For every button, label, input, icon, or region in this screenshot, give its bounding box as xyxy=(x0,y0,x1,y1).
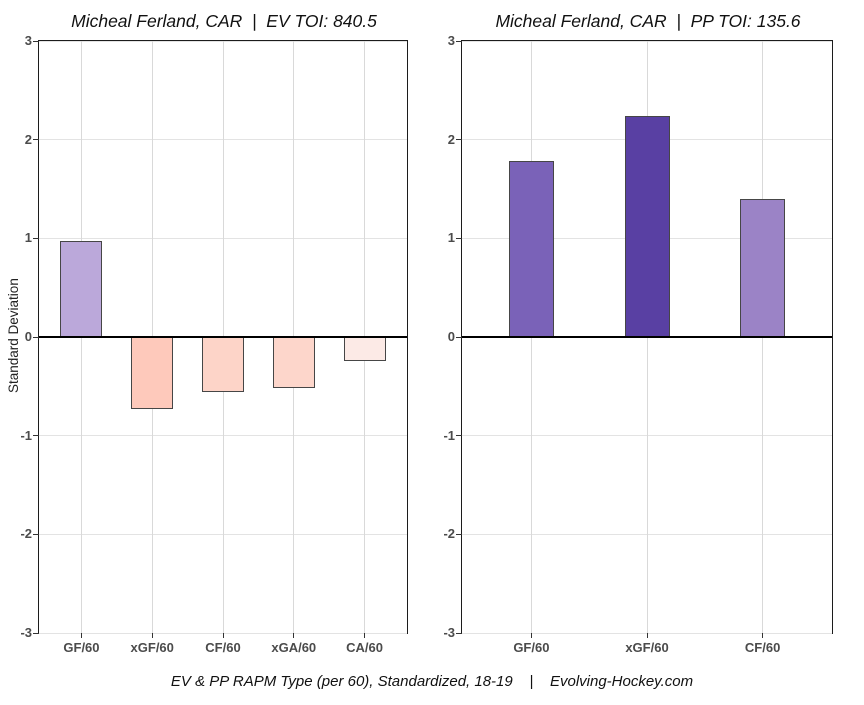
x-tick-label: CF/60 xyxy=(744,640,781,655)
y-tick-mark xyxy=(33,435,39,437)
y-tick-label: 0 xyxy=(24,329,32,344)
y-tick-mark xyxy=(33,533,39,535)
x-tick-label: GF/60 xyxy=(63,640,100,655)
y-tick-label: -1 xyxy=(443,427,455,443)
y-tick-mark xyxy=(33,336,39,338)
x-tick-mark xyxy=(80,633,82,638)
y-tick-label: 2 xyxy=(24,131,32,147)
y-tick-mark xyxy=(456,237,462,239)
x-tick-label: xGA/60 xyxy=(271,640,317,655)
y-tick-label: 1 xyxy=(447,230,455,246)
x-tick-mark xyxy=(646,633,648,638)
bar-gf-60 xyxy=(60,241,103,337)
x-tick-label: CF/60 xyxy=(205,640,241,655)
x-tick-label: GF/60 xyxy=(513,640,550,655)
x-tick-mark xyxy=(762,633,764,638)
zero-axis-line xyxy=(462,336,832,338)
y-tick-mark xyxy=(456,435,462,437)
y-tick-label: -3 xyxy=(443,625,455,640)
y-tick-label: 2 xyxy=(447,131,455,147)
y-tick-label: 0 xyxy=(447,329,455,344)
ev-chart-plot-area: 3 2 1 0 -1 -2 -3 GF/60 xGF/60 CF/60 xGA/60 CA/60 xyxy=(20,33,408,655)
y-tick-label: -3 xyxy=(20,625,32,640)
bar-xga-60 xyxy=(272,337,315,389)
bar-ca-60 xyxy=(343,337,386,361)
y-tick-mark xyxy=(33,237,39,239)
y-tick-label: 3 xyxy=(24,33,32,48)
bar-gf-60 xyxy=(508,161,554,337)
bar-cf-60 xyxy=(740,198,786,337)
pp-chart-plot-area: 3 2 1 0 -1 -2 -3 GF/60 xGF/60 CF/60 xyxy=(443,33,833,655)
zero-axis-line xyxy=(39,336,407,338)
x-tick-label: xGF/60 xyxy=(130,640,174,655)
y-tick-mark xyxy=(33,139,39,141)
y-tick-label: 1 xyxy=(24,230,32,246)
y-tick-label: 3 xyxy=(447,33,455,48)
x-tick-label: xGF/60 xyxy=(625,640,669,655)
x-tick-mark xyxy=(151,633,153,638)
y-axis-title: Standard Deviation xyxy=(6,278,21,394)
y-tick-label: -1 xyxy=(20,427,32,443)
y-tick-mark xyxy=(456,336,462,338)
y-tick-mark xyxy=(33,632,39,634)
pp-chart-title: Micheal Ferland, CAR | PP TOI: 135.6 xyxy=(495,11,801,31)
x-tick-mark xyxy=(222,633,224,638)
y-tick-mark xyxy=(33,40,39,42)
y-tick-mark xyxy=(456,40,462,42)
bar-xgf-60 xyxy=(131,337,174,410)
x-tick-label: CA/60 xyxy=(346,640,383,655)
x-tick-mark xyxy=(530,633,532,638)
ev-chart-title: Micheal Ferland, CAR | EV TOI: 840.5 xyxy=(71,11,377,31)
x-tick-mark xyxy=(293,633,295,638)
y-tick-mark xyxy=(456,632,462,634)
figure-caption: EV & PP RAPM Type (per 60), Standardized… xyxy=(170,673,694,690)
bar-xgf-60 xyxy=(624,115,670,337)
y-tick-mark xyxy=(456,139,462,141)
x-tick-mark xyxy=(364,633,366,638)
y-tick-label: -2 xyxy=(443,526,455,542)
bar-cf-60 xyxy=(202,337,244,393)
y-tick-mark xyxy=(456,533,462,535)
y-tick-label: -2 xyxy=(20,526,32,542)
